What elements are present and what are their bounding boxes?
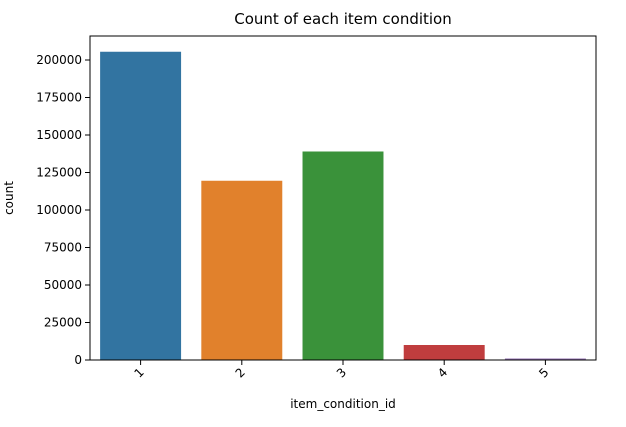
bar-5 — [504, 358, 586, 360]
x-axis-label: item_condition_id — [290, 397, 396, 411]
x-tick-label: 1 — [131, 365, 146, 380]
y-tick-label: 100000 — [36, 203, 82, 217]
x-tick-label: 5 — [536, 365, 551, 380]
y-tick-label: 25000 — [44, 316, 82, 330]
bar-1 — [100, 51, 182, 360]
y-tick-label: 75000 — [44, 241, 82, 255]
y-tick-label: 175000 — [36, 91, 82, 105]
chart-title: Count of each item condition — [234, 10, 452, 28]
bars-group — [100, 51, 586, 360]
x-tick-label: 2 — [233, 365, 248, 380]
y-axis: 0 25000 50000 75000 100000 125000 150000 175000… — [36, 53, 90, 367]
y-tick-label: 50000 — [44, 278, 82, 292]
bar-4 — [403, 345, 485, 360]
x-axis: 1 2 3 4 5 — [131, 360, 552, 381]
x-tick-label: 3 — [334, 365, 349, 380]
plot-frame — [89, 35, 597, 361]
x-tick-label: 4 — [435, 365, 450, 380]
bar-2 — [201, 180, 283, 360]
y-tick-label: 150000 — [36, 128, 82, 142]
y-tick-label: 125000 — [36, 166, 82, 180]
y-axis-label: count — [2, 181, 16, 215]
y-tick-label: 200000 — [36, 53, 82, 67]
bar-3 — [302, 151, 384, 360]
y-tick-label: 0 — [74, 353, 82, 367]
